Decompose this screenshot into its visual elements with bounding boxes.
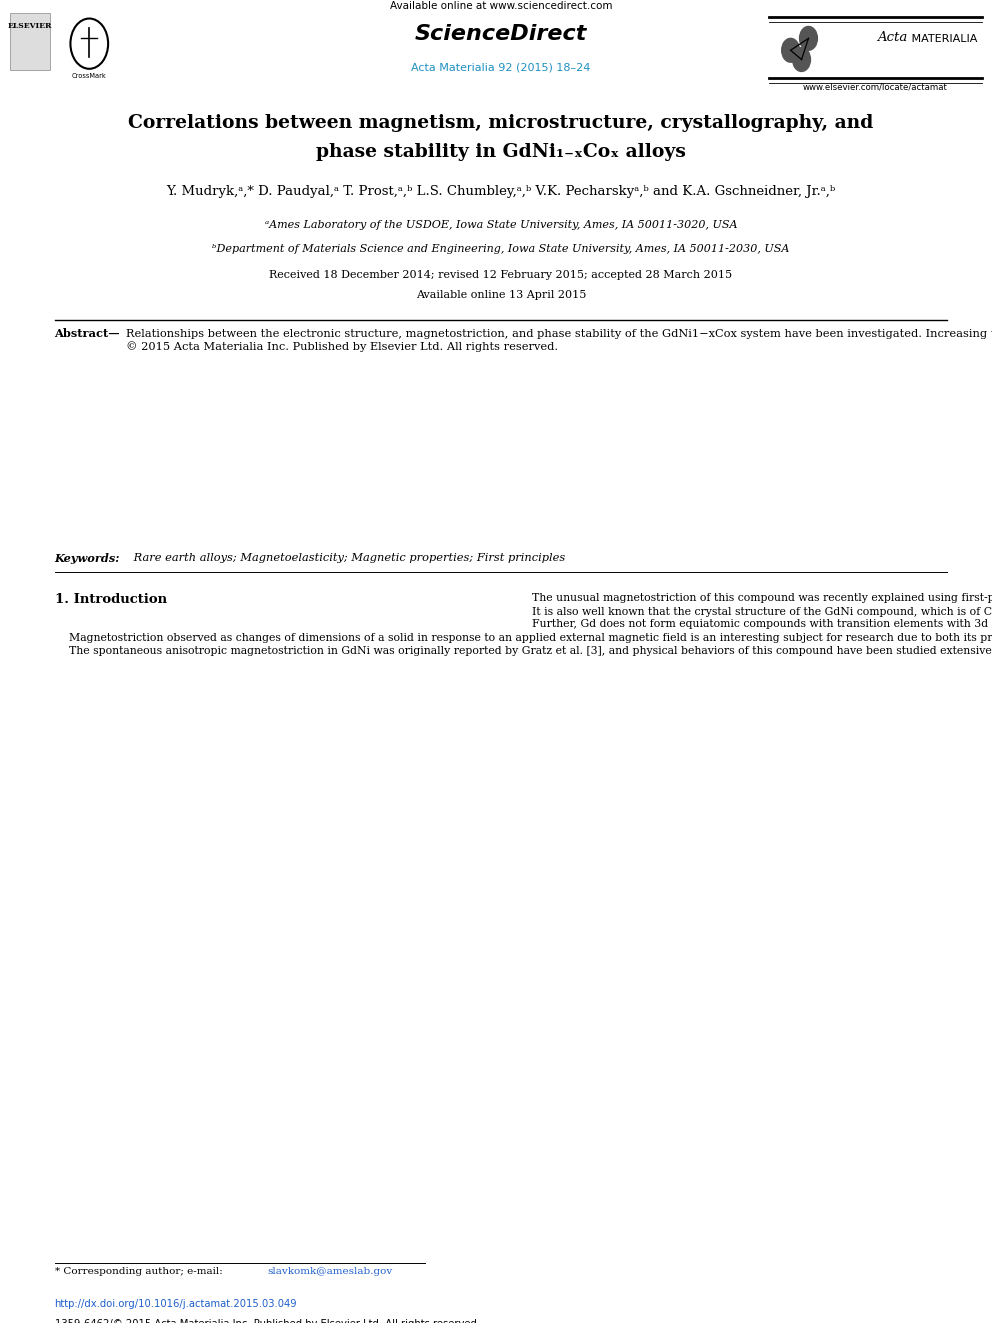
Text: phase stability in GdNi₁₋ₓCoₓ alloys: phase stability in GdNi₁₋ₓCoₓ alloys [316, 143, 685, 161]
Text: ScienceDirect: ScienceDirect [415, 24, 587, 44]
Text: Keywords:: Keywords: [55, 553, 120, 564]
Text: Received 18 December 2014; revised 12 February 2015; accepted 28 March 2015: Received 18 December 2014; revised 12 Fe… [270, 270, 732, 280]
Text: Y. Mudryk,ᵃ,* D. Paudyal,ᵃ T. Prost,ᵃ,ᵇ L.S. Chumbley,ᵃ,ᵇ V.K. Pecharskyᵃ,ᵇ and : Y. Mudryk,ᵃ,* D. Paudyal,ᵃ T. Prost,ᵃ,ᵇ … [167, 185, 835, 198]
Text: Correlations between magnetism, microstructure, crystallography, and: Correlations between magnetism, microstr… [128, 114, 874, 132]
Text: Available online at www.sciencedirect.com: Available online at www.sciencedirect.co… [390, 0, 612, 11]
Bar [10, 13, 50, 70]
Text: ᵇDepartment of Materials Science and Engineering, Iowa State University, Ames, I: ᵇDepartment of Materials Science and Eng… [212, 243, 790, 254]
Text: Magnetostriction observed as changes of dimensions of a solid in response to an : Magnetostriction observed as changes of … [55, 632, 992, 655]
Text: MATERIALIA: MATERIALIA [908, 33, 977, 44]
Text: CrossMark: CrossMark [71, 73, 107, 79]
Text: * Corresponding author; e-mail:: * Corresponding author; e-mail: [55, 1267, 225, 1277]
Text: Available online 13 April 2015: Available online 13 April 2015 [416, 290, 586, 300]
Text: Abstract—: Abstract— [55, 328, 120, 339]
Text: 1359-6462/© 2015 Acta Materialia Inc. Published by Elsevier Ltd. All rights rese: 1359-6462/© 2015 Acta Materialia Inc. Pu… [55, 1319, 480, 1323]
Text: www.elsevier.com/locate/actamat: www.elsevier.com/locate/actamat [803, 82, 947, 91]
Text: Rare earth alloys; Magnetoelasticity; Magnetic properties; First principles: Rare earth alloys; Magnetoelasticity; Ma… [130, 553, 565, 564]
Text: ELSEVIER: ELSEVIER [8, 22, 52, 30]
Text: http://dx.doi.org/10.1016/j.actamat.2015.03.049: http://dx.doi.org/10.1016/j.actamat.2015… [55, 1299, 298, 1310]
Circle shape [793, 48, 810, 71]
Text: Acta: Acta [877, 30, 907, 44]
Text: The unusual magnetostriction of this compound was recently explained using first: The unusual magnetostriction of this com… [518, 593, 992, 630]
Text: slavkomk@ameslab.gov: slavkomk@ameslab.gov [268, 1267, 393, 1277]
Text: Acta Materialia 92 (2015) 18–24: Acta Materialia 92 (2015) 18–24 [412, 62, 590, 73]
Text: 1. Introduction: 1. Introduction [55, 593, 167, 606]
Circle shape [782, 38, 800, 62]
Circle shape [800, 26, 817, 50]
Text: Relationships between the electronic structure, magnetostriction, and phase stab: Relationships between the electronic str… [126, 328, 992, 352]
Text: ᵃAmes Laboratory of the USDOE, Iowa State University, Ames, IA 50011-3020, USA: ᵃAmes Laboratory of the USDOE, Iowa Stat… [265, 220, 737, 230]
